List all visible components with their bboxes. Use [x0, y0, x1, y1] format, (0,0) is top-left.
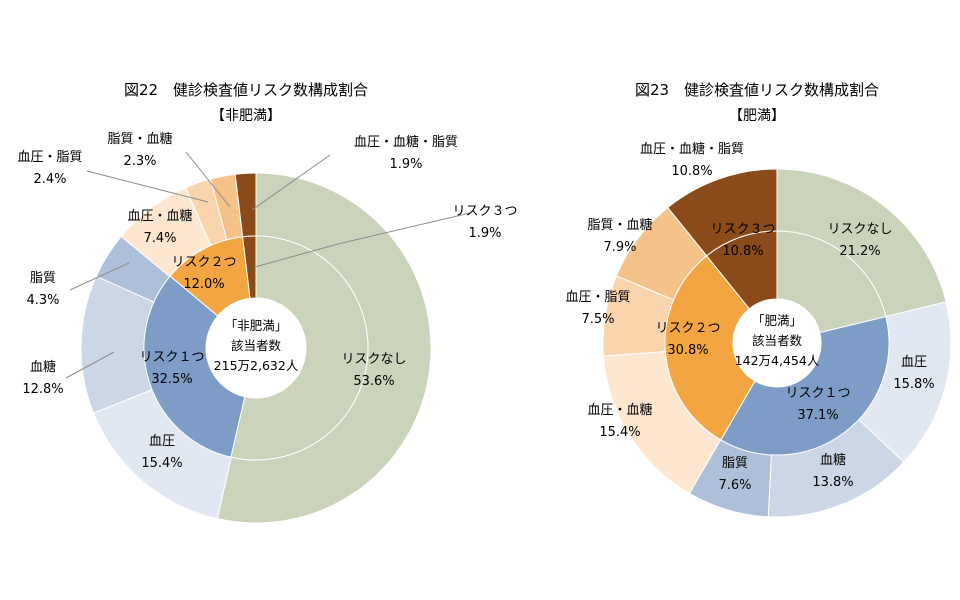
inner-label-リスクなし: リスクなし 53.6% [341, 352, 406, 389]
inner-label-リスク３つ: リスク３つ 1.9% [254, 204, 518, 268]
outer-label-血圧-血糖: 血圧・血糖 15.4% [587, 402, 652, 440]
leader-line [65, 351, 115, 379]
slice-name: 脂質 [722, 456, 748, 471]
slice-name: リスク２つ [655, 321, 720, 336]
donut-center-text: 「肥満」該当者数 142万4,454人 [735, 313, 820, 368]
outer-label-血糖: 血糖 12.8% [22, 351, 115, 397]
slice-value: 1.9% [389, 157, 422, 172]
slice-value: 2.3% [123, 154, 156, 169]
slice-value: 37.1% [797, 408, 838, 423]
slice-name: リスク１つ [139, 350, 204, 365]
slice-value: 53.6% [353, 374, 394, 389]
slice-value: 15.8% [893, 377, 934, 392]
outer-label-脂質: 脂質 4.3% [26, 262, 130, 308]
center-line: 該当者数 [752, 333, 803, 348]
slice-value: 10.8% [671, 164, 712, 179]
inner-label-リスク３つ: リスク３つ 10.8% [710, 222, 775, 259]
chart-obese: 図23 健診検査値リスク数構成割合 【肥満】 リスクなし 21.2% リスク１つ 37… [565, 81, 952, 518]
slice-labels: リスクなし 21.2% リスク１つ 37.1% リスク２つ 30.8% リスク３つ 10.8%… [565, 141, 934, 493]
leader-line [69, 262, 130, 291]
outer-label-血圧-血糖-脂質: 血圧・血糖・脂質 1.9% [251, 134, 458, 211]
donut-center-text: 「非肥満」該当者数 215万2,632人 [214, 318, 299, 373]
slice-name: 脂質・血糖 [587, 217, 652, 233]
slice-value: 12.8% [22, 382, 63, 397]
slice-name: リスク１つ [785, 386, 850, 401]
slice-value: 2.4% [33, 172, 66, 187]
outer-label-血圧-脂質: 血圧・脂質 7.5% [565, 290, 630, 327]
slice-name: 血糖 [820, 452, 846, 468]
outer-label-脂質-血糖: 脂質・血糖 7.9% [587, 217, 652, 255]
center-line: 142万4,454人 [735, 353, 820, 368]
slice-value: 4.3% [26, 293, 59, 308]
slice-value: 15.4% [141, 456, 182, 471]
slice-value: 10.8% [722, 244, 763, 259]
slice-name: 血圧・血糖 [127, 208, 192, 224]
slice-value: 30.8% [667, 343, 708, 358]
slice-name: リスク３つ [452, 204, 517, 219]
outer-label-血圧: 血圧 15.4% [141, 434, 182, 471]
chart-title: 図23 健診検査値リスク数構成割合 [635, 81, 879, 99]
slice-name: 血圧・脂質 [17, 150, 82, 165]
slice-value: 13.8% [812, 475, 853, 490]
inner-label-リスク２つ: リスク２つ 12.0% [171, 255, 236, 292]
slice-value: 7.6% [718, 478, 751, 493]
slice-value: 7.9% [603, 240, 636, 255]
outer-label-血圧: 血圧 15.8% [893, 355, 934, 392]
center-line: 「非肥満」 [225, 318, 288, 333]
inner-label-リスクなし: リスクなし 21.2% [827, 222, 892, 259]
leader-line [254, 212, 471, 268]
outer-label-血圧-血糖-脂質: 血圧・血糖・脂質 10.8% [640, 141, 744, 179]
slice-name: 血圧・血糖・脂質 [354, 134, 458, 150]
chart-subtitle: 【肥満】 [729, 108, 785, 124]
inner-label-リスク１つ: リスク１つ 32.5% [139, 350, 204, 387]
slice-name: リスク２つ [171, 255, 236, 270]
slice-value: 1.9% [468, 226, 501, 241]
slice-value: 7.4% [143, 231, 176, 246]
slice-labels: リスクなし53.6%リスク１つ32.5%リスク２つ12.0%リスク３つ1.9%血… [17, 131, 517, 471]
donut-hole [206, 298, 306, 398]
chart-subtitle: 【非肥満】 [211, 108, 281, 124]
inner-label-リスク２つ: リスク２つ 30.8% [655, 321, 720, 358]
center-line: 「肥満」 [752, 313, 802, 328]
leader-line [185, 151, 231, 208]
leader-line [251, 154, 331, 211]
slice-name: 血圧・血糖・脂質 [640, 141, 744, 157]
donut-hole [733, 299, 821, 387]
slice-name: リスク３つ [710, 222, 775, 237]
slice-name: 脂質 [30, 271, 56, 286]
chart-non-obese: 図22 健診検査値リスク数構成割合 【非肥満】 リスクなし 53.6% リスク１つ 3… [17, 81, 518, 524]
slice-name: 血圧 [901, 355, 927, 370]
slice-name: 血圧・脂質 [565, 290, 630, 305]
leader-line [86, 170, 209, 203]
slice-value: 12.0% [183, 277, 224, 292]
center-line: 該当者数 [231, 338, 282, 353]
slice-name: 血圧・血糖 [587, 402, 652, 418]
slice-name: 血糖 [30, 359, 56, 375]
chart-title: 図22 健診検査値リスク数構成割合 [124, 81, 368, 99]
outer-label-血圧-血糖: 血圧・血糖 7.4% [127, 208, 192, 246]
slice-value: 7.5% [581, 312, 614, 327]
center-line: 215万2,632人 [214, 358, 299, 373]
slice-name: リスクなし [827, 222, 892, 237]
slice-name: 血圧 [149, 434, 175, 449]
outer-label-血圧-脂質: 血圧・脂質 2.4% [17, 150, 209, 203]
slice-name: 脂質・血糖 [107, 131, 172, 147]
slice-value: 15.4% [599, 425, 640, 440]
outer-label-血糖: 血糖 13.8% [812, 452, 853, 490]
outer-label-脂質: 脂質 7.6% [718, 456, 751, 493]
inner-label-リスク１つ: リスク１つ 37.1% [785, 386, 850, 423]
slice-value: 21.2% [839, 244, 880, 259]
outer-label-脂質-血糖: 脂質・血糖 2.3% [107, 131, 231, 208]
slice-name: リスクなし [341, 352, 406, 367]
donut-rings [80, 172, 432, 524]
slice-value: 32.5% [151, 372, 192, 387]
donut-rings [602, 168, 952, 518]
